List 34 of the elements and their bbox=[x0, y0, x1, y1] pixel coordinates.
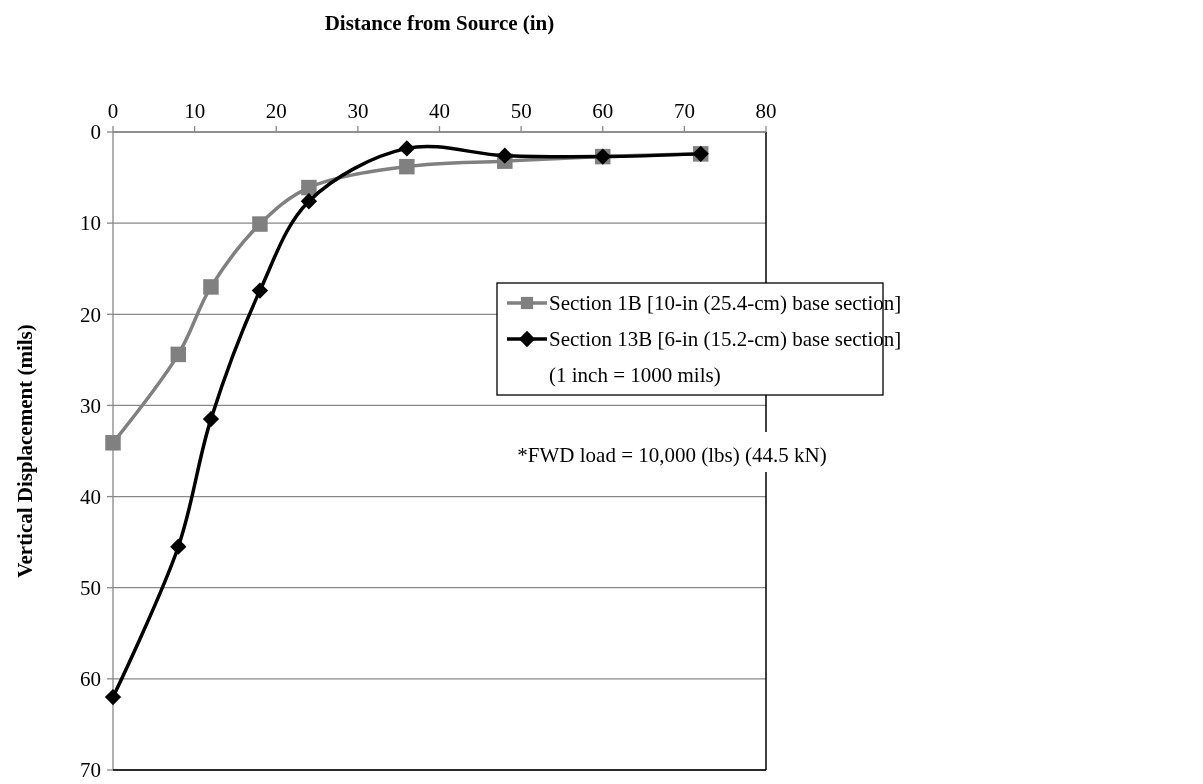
y-tick-label: 0 bbox=[90, 120, 101, 145]
y-tick-label: 70 bbox=[80, 758, 101, 783]
y-tick-label: 20 bbox=[80, 302, 101, 327]
point bbox=[399, 158, 415, 175]
point bbox=[170, 346, 187, 363]
x-tick-label: 30 bbox=[347, 99, 369, 123]
point bbox=[105, 435, 121, 451]
x-tick-label: 0 bbox=[107, 99, 119, 123]
x-tick-label: 20 bbox=[265, 99, 287, 123]
x-tick-label: 40 bbox=[429, 99, 450, 123]
point bbox=[202, 410, 220, 428]
point bbox=[203, 279, 219, 295]
x-axis-title: Distance from Source (in) bbox=[324, 11, 555, 35]
y-tick-label: 60 bbox=[80, 667, 101, 692]
y-tick-label: 10 bbox=[80, 211, 101, 236]
annotation: (1 inch = 1000 mils) bbox=[549, 363, 721, 388]
y-tick-label: 40 bbox=[80, 484, 101, 509]
x-tick-label: 10 bbox=[184, 99, 206, 123]
x-tick-label: 50 bbox=[510, 99, 532, 123]
point bbox=[252, 216, 268, 232]
point bbox=[251, 282, 269, 299]
point bbox=[301, 179, 317, 196]
y-tick-label: 30 bbox=[80, 393, 101, 418]
point bbox=[170, 538, 187, 555]
x-tick-label: 70 bbox=[673, 99, 695, 123]
point bbox=[496, 147, 513, 164]
y-axis-title: Vertical Displacement (mils) bbox=[13, 324, 37, 578]
point bbox=[398, 140, 416, 157]
y-tick-label: 50 bbox=[80, 576, 101, 601]
point bbox=[300, 193, 318, 210]
x-tick-label: 80 bbox=[755, 99, 777, 123]
x-tick-label: 60 bbox=[592, 99, 614, 123]
annotation: *FWD load = 10,000 (lbs) (44.5 kN) bbox=[517, 443, 827, 468]
point bbox=[104, 688, 122, 706]
